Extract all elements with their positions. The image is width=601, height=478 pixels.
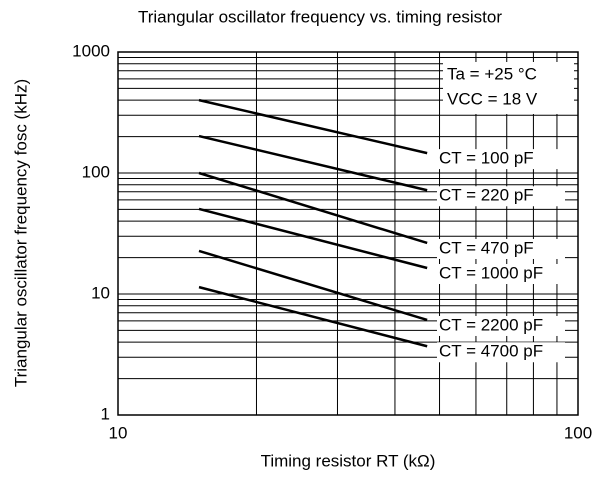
curve: [198, 98, 428, 155]
curve-label: CT = 1000 pF: [439, 263, 543, 282]
curve: [198, 249, 428, 322]
annotation: VCC = 18 V: [447, 89, 538, 108]
y-tick-label: 1: [101, 404, 110, 423]
plot-frame: [117, 51, 579, 416]
annotation-box: [443, 62, 574, 114]
curve-label-bg: [437, 342, 565, 363]
y-axis-label: Triangular oscillator frequency fosc (kH…: [11, 79, 30, 387]
curve-label: CT = 4700 pF: [439, 342, 543, 361]
curve-label: CT = 220 pF: [439, 186, 534, 205]
curve: [198, 171, 428, 245]
y-tick-label: 10: [91, 283, 110, 302]
y-tick-label: 1000: [72, 41, 110, 60]
x-axis-label: Timing resistor RT (kΩ): [261, 451, 436, 470]
annotation: Ta = +25 °C: [447, 64, 537, 83]
curve: [198, 134, 428, 192]
x-tick-label: 100: [564, 423, 592, 442]
curve-label: CT = 100 pF: [439, 149, 534, 168]
curve-label-bg: [437, 186, 565, 207]
curve-label: CT = 2200 pF: [439, 315, 543, 334]
curve-label-bg: [437, 238, 565, 259]
curve-label: CT = 470 pF: [439, 238, 534, 257]
x-tick-label: 10: [109, 423, 128, 442]
curve: [198, 207, 428, 270]
y-tick-label: 100: [82, 162, 110, 181]
chart-title: Triangular oscillator frequency vs. timi…: [138, 7, 502, 26]
curve-label-bg: [437, 149, 565, 170]
curve: [198, 285, 428, 348]
curve-label-bg: [437, 315, 565, 336]
curve-label-bg: [437, 264, 565, 285]
